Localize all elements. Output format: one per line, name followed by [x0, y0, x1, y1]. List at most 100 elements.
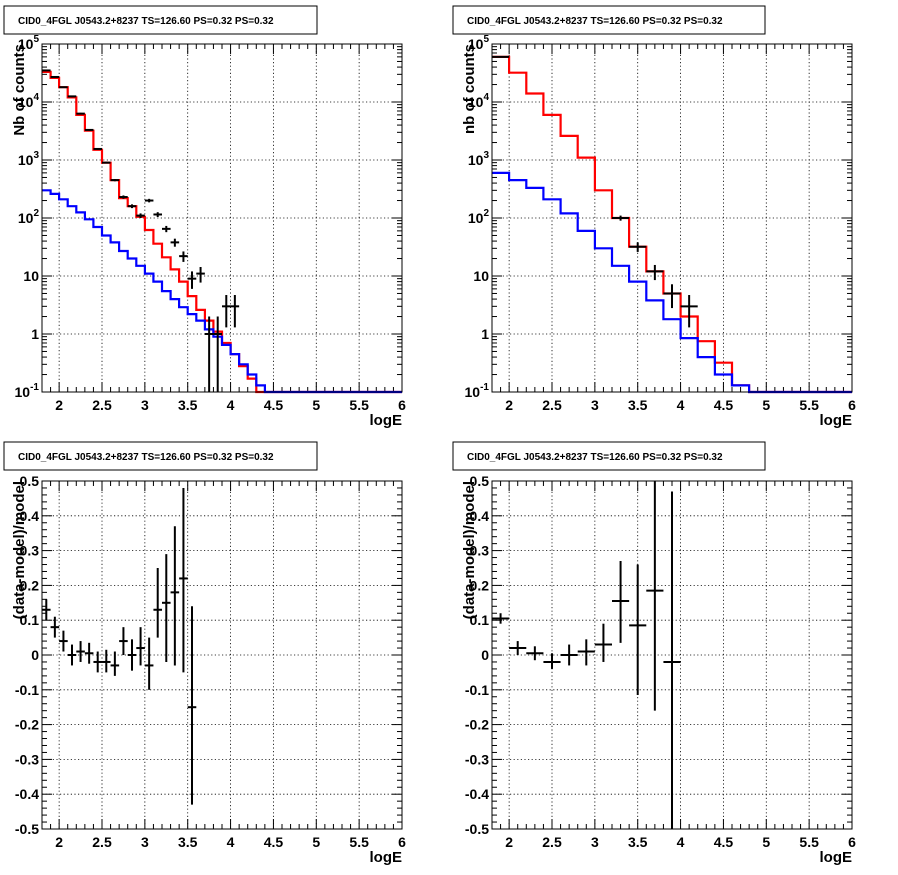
y-tick-label: 102: [18, 208, 40, 226]
data-point: [162, 225, 171, 233]
data-point: [102, 161, 111, 164]
axis-ticks: [491, 480, 853, 830]
data-point: [629, 564, 647, 696]
data-point: [196, 266, 205, 283]
x-tick-label: 4.5: [264, 397, 284, 413]
y-tick-label: -0.2: [15, 717, 39, 733]
data-point: [594, 623, 612, 662]
data-point: [93, 147, 102, 150]
data-point: [84, 642, 94, 664]
data-point: [153, 212, 162, 218]
data-point: [187, 606, 197, 805]
data-point: [76, 112, 85, 115]
y-tick-label: -0.3: [15, 751, 39, 767]
plot-frame: [491, 43, 853, 393]
data-points: [492, 55, 698, 328]
data-points: [42, 487, 197, 805]
x-tick-label: 5.5: [799, 834, 819, 850]
y-tick-label: 103: [18, 150, 40, 168]
x-tick-label: 6: [398, 834, 406, 850]
data-point: [93, 651, 102, 673]
axis-ticks: [491, 44, 853, 393]
y-tick-label: 1: [481, 326, 489, 342]
data-point: [76, 641, 85, 662]
x-tick-label: 2.5: [92, 834, 112, 850]
x-axis-label: logE: [370, 849, 403, 866]
y-tick-label: 104: [18, 92, 40, 110]
grid-lines: [492, 44, 852, 392]
x-tick-label: 5: [762, 834, 770, 850]
y-tick-label: -0.1: [465, 682, 489, 698]
data-point: [230, 295, 240, 328]
x-tick-label: 5: [762, 397, 770, 413]
x-tick-label: 5.5: [799, 397, 819, 413]
data-point: [42, 69, 51, 72]
title-box: [3, 441, 318, 471]
y-tick-label: 0.3: [470, 543, 490, 559]
chart-title: CID0_4FGL J0543.2+8237 TS=126.60 PS=0.32…: [18, 16, 274, 27]
x-tick-label: 4.5: [714, 397, 734, 413]
data-point: [492, 55, 510, 58]
data-point: [119, 627, 128, 655]
y-tick-label: 0.1: [470, 612, 490, 628]
data-point: [509, 641, 527, 655]
data-point: [680, 295, 698, 328]
x-tick-label: 4: [227, 397, 235, 413]
data-point: [179, 251, 188, 262]
y-tick-label: 105: [18, 34, 40, 52]
x-tick-label: 3: [591, 834, 599, 850]
data-point: [560, 644, 578, 666]
data-point: [646, 264, 664, 281]
y-tick-label: 105: [468, 34, 490, 52]
title-box: [452, 5, 766, 35]
data-point: [50, 616, 60, 638]
data-point: [629, 242, 647, 252]
x-tick-label: 3.5: [628, 834, 648, 850]
x-tick-label: 3: [591, 397, 599, 413]
data-point: [222, 295, 231, 328]
x-tick-label: 3.5: [178, 397, 198, 413]
plot-frame: [41, 43, 403, 393]
y-tick-label: 102: [468, 208, 490, 226]
data-point: [136, 627, 145, 666]
y-tick-label: 10-1: [465, 382, 490, 400]
x-tick-label: 5: [312, 834, 320, 850]
data-point: [612, 215, 630, 221]
y-tick-label: 0.4: [470, 508, 490, 524]
chart-panel-top-left: 2 2.5 3 3.5 4 4.5 5 5.5 6 10-1 1 10 102 103 104 105 logE…: [3, 5, 406, 429]
chart-title: CID0_4FGL J0543.2+8237 TS=126.60 PS=0.32…: [18, 452, 274, 463]
grid-lines: [42, 481, 402, 829]
x-tick-label: 3.5: [628, 397, 648, 413]
data-point: [127, 204, 137, 209]
x-tick-label: 6: [398, 397, 406, 413]
x-tick-label: 4: [227, 834, 235, 850]
x-tick-label: 2: [55, 397, 63, 413]
data-point: [204, 316, 214, 392]
title-box: [3, 5, 318, 35]
data-point: [59, 86, 68, 89]
data-point: [42, 599, 51, 621]
data-point: [663, 491, 681, 829]
data-point: [187, 271, 197, 289]
y-axis-label: nb of counts: [461, 44, 478, 134]
data-point: [162, 554, 171, 662]
y-tick-label: 0.1: [20, 612, 40, 628]
x-tick-label: 3.5: [178, 834, 198, 850]
data-point: [492, 613, 510, 624]
data-point: [102, 649, 111, 673]
x-tick-label: 6: [848, 397, 856, 413]
data-point: [127, 639, 137, 671]
x-tick-label: 5: [312, 397, 320, 413]
data-point: [110, 651, 120, 676]
x-tick-label: 2: [505, 397, 513, 413]
data-point: [179, 487, 188, 673]
y-tick-label: -0.4: [465, 786, 489, 802]
data-point: [543, 653, 561, 669]
y-tick-label: -0.1: [15, 682, 39, 698]
y-tick-label: 0.2: [20, 577, 40, 593]
data-point: [59, 630, 68, 652]
x-tick-label: 2.5: [92, 397, 112, 413]
x-tick-label: 2: [55, 834, 63, 850]
data-point: [136, 213, 145, 218]
data-point: [144, 637, 154, 690]
